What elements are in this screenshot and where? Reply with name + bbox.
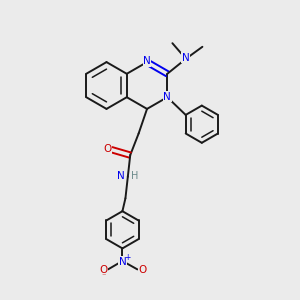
Text: O: O [99, 265, 107, 275]
Text: N: N [117, 171, 125, 181]
Text: O: O [103, 144, 112, 154]
Text: ⁻: ⁻ [102, 272, 106, 280]
Text: +: + [124, 253, 130, 262]
Text: N: N [164, 92, 171, 102]
Text: N: N [143, 56, 151, 67]
Text: H: H [131, 171, 138, 181]
Text: N: N [118, 256, 126, 267]
Text: O: O [138, 265, 146, 275]
Text: N: N [182, 53, 190, 63]
